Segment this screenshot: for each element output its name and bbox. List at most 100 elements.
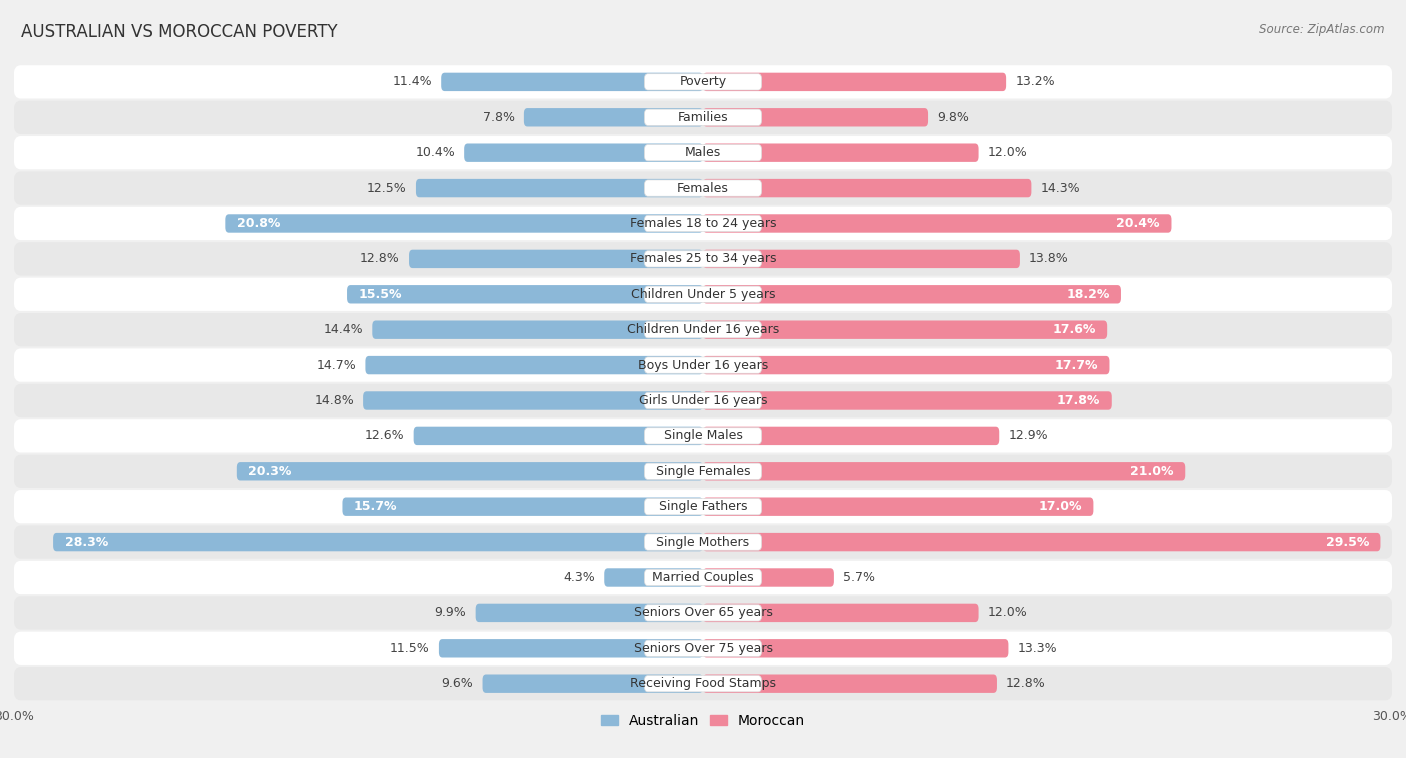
- Text: 11.4%: 11.4%: [392, 75, 432, 89]
- FancyBboxPatch shape: [703, 108, 928, 127]
- FancyBboxPatch shape: [416, 179, 703, 197]
- FancyBboxPatch shape: [464, 143, 703, 162]
- FancyBboxPatch shape: [14, 384, 1392, 417]
- FancyBboxPatch shape: [14, 171, 1392, 205]
- FancyBboxPatch shape: [703, 179, 1032, 197]
- Text: 17.8%: 17.8%: [1057, 394, 1101, 407]
- Text: 13.3%: 13.3%: [1018, 642, 1057, 655]
- Text: 17.6%: 17.6%: [1052, 323, 1095, 337]
- Text: 20.4%: 20.4%: [1116, 217, 1160, 230]
- Text: 15.5%: 15.5%: [359, 288, 402, 301]
- FancyBboxPatch shape: [53, 533, 703, 551]
- FancyBboxPatch shape: [644, 428, 762, 444]
- Text: 12.9%: 12.9%: [1008, 429, 1047, 443]
- FancyBboxPatch shape: [644, 534, 762, 550]
- FancyBboxPatch shape: [482, 675, 703, 693]
- Text: 12.8%: 12.8%: [360, 252, 399, 265]
- Text: Girls Under 16 years: Girls Under 16 years: [638, 394, 768, 407]
- Text: 12.0%: 12.0%: [988, 146, 1028, 159]
- FancyBboxPatch shape: [644, 180, 762, 196]
- FancyBboxPatch shape: [703, 321, 1107, 339]
- FancyBboxPatch shape: [703, 568, 834, 587]
- FancyBboxPatch shape: [644, 357, 762, 373]
- Text: Seniors Over 65 years: Seniors Over 65 years: [634, 606, 772, 619]
- Text: 14.4%: 14.4%: [323, 323, 363, 337]
- FancyBboxPatch shape: [14, 277, 1392, 311]
- Text: Single Mothers: Single Mothers: [657, 536, 749, 549]
- Text: 12.6%: 12.6%: [364, 429, 405, 443]
- FancyBboxPatch shape: [343, 497, 703, 516]
- FancyBboxPatch shape: [14, 65, 1392, 99]
- Text: 15.7%: 15.7%: [354, 500, 398, 513]
- Text: 21.0%: 21.0%: [1130, 465, 1174, 478]
- FancyBboxPatch shape: [14, 525, 1392, 559]
- FancyBboxPatch shape: [441, 73, 703, 91]
- FancyBboxPatch shape: [703, 356, 1109, 374]
- FancyBboxPatch shape: [703, 215, 1171, 233]
- FancyBboxPatch shape: [14, 631, 1392, 665]
- Text: Families: Families: [678, 111, 728, 124]
- FancyBboxPatch shape: [703, 675, 997, 693]
- FancyBboxPatch shape: [703, 391, 1112, 409]
- FancyBboxPatch shape: [644, 605, 762, 621]
- Text: Single Fathers: Single Fathers: [659, 500, 747, 513]
- Text: Females 25 to 34 years: Females 25 to 34 years: [630, 252, 776, 265]
- Text: Children Under 5 years: Children Under 5 years: [631, 288, 775, 301]
- Text: 14.8%: 14.8%: [314, 394, 354, 407]
- FancyBboxPatch shape: [703, 533, 1381, 551]
- FancyBboxPatch shape: [644, 74, 762, 90]
- FancyBboxPatch shape: [14, 455, 1392, 488]
- FancyBboxPatch shape: [644, 215, 762, 232]
- Text: 9.6%: 9.6%: [441, 677, 474, 691]
- FancyBboxPatch shape: [236, 462, 703, 481]
- FancyBboxPatch shape: [644, 499, 762, 515]
- FancyBboxPatch shape: [366, 356, 703, 374]
- Text: Boys Under 16 years: Boys Under 16 years: [638, 359, 768, 371]
- Text: 10.4%: 10.4%: [415, 146, 456, 159]
- Text: 13.2%: 13.2%: [1015, 75, 1054, 89]
- FancyBboxPatch shape: [644, 321, 762, 338]
- FancyBboxPatch shape: [225, 215, 703, 233]
- Text: Single Females: Single Females: [655, 465, 751, 478]
- Text: Females: Females: [678, 182, 728, 195]
- FancyBboxPatch shape: [644, 393, 762, 409]
- FancyBboxPatch shape: [703, 285, 1121, 303]
- FancyBboxPatch shape: [14, 101, 1392, 134]
- Text: 12.5%: 12.5%: [367, 182, 406, 195]
- Text: 9.9%: 9.9%: [434, 606, 467, 619]
- FancyBboxPatch shape: [703, 639, 1008, 657]
- FancyBboxPatch shape: [703, 427, 1000, 445]
- Text: 9.8%: 9.8%: [938, 111, 969, 124]
- Text: Receiving Food Stamps: Receiving Food Stamps: [630, 677, 776, 691]
- FancyBboxPatch shape: [413, 427, 703, 445]
- FancyBboxPatch shape: [14, 313, 1392, 346]
- FancyBboxPatch shape: [14, 667, 1392, 700]
- Text: 18.2%: 18.2%: [1066, 288, 1109, 301]
- FancyBboxPatch shape: [14, 419, 1392, 453]
- Text: AUSTRALIAN VS MOROCCAN POVERTY: AUSTRALIAN VS MOROCCAN POVERTY: [21, 23, 337, 41]
- FancyBboxPatch shape: [363, 391, 703, 409]
- Text: 13.8%: 13.8%: [1029, 252, 1069, 265]
- Text: 20.3%: 20.3%: [249, 465, 291, 478]
- FancyBboxPatch shape: [14, 207, 1392, 240]
- FancyBboxPatch shape: [644, 251, 762, 267]
- Text: Children Under 16 years: Children Under 16 years: [627, 323, 779, 337]
- FancyBboxPatch shape: [14, 597, 1392, 630]
- FancyBboxPatch shape: [14, 136, 1392, 169]
- Text: 29.5%: 29.5%: [1326, 536, 1369, 549]
- FancyBboxPatch shape: [347, 285, 703, 303]
- FancyBboxPatch shape: [644, 109, 762, 125]
- FancyBboxPatch shape: [703, 462, 1185, 481]
- FancyBboxPatch shape: [409, 249, 703, 268]
- FancyBboxPatch shape: [644, 675, 762, 692]
- Text: 17.7%: 17.7%: [1054, 359, 1098, 371]
- Text: 7.8%: 7.8%: [482, 111, 515, 124]
- Text: Married Couples: Married Couples: [652, 571, 754, 584]
- Text: 28.3%: 28.3%: [65, 536, 108, 549]
- Text: Seniors Over 75 years: Seniors Over 75 years: [634, 642, 772, 655]
- Legend: Australian, Moroccan: Australian, Moroccan: [595, 708, 811, 734]
- FancyBboxPatch shape: [524, 108, 703, 127]
- Text: 5.7%: 5.7%: [844, 571, 875, 584]
- FancyBboxPatch shape: [644, 569, 762, 586]
- Text: Single Males: Single Males: [664, 429, 742, 443]
